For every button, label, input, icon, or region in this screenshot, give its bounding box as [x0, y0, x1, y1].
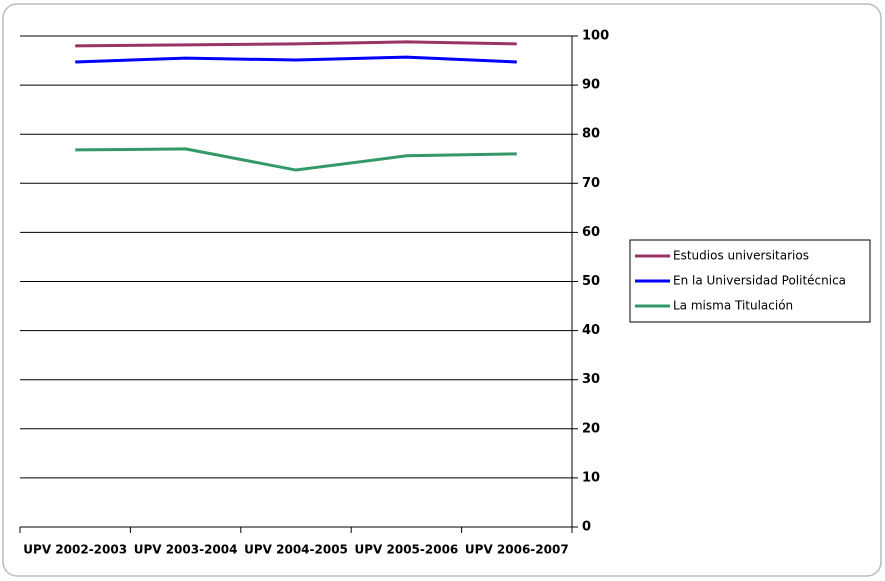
y-tick-label: 80: [582, 127, 600, 142]
x-tick-label: UPV 2002-2003: [23, 543, 127, 557]
series-line: [75, 55, 517, 64]
x-tick-label: UPV 2003-2004: [134, 543, 238, 557]
legend-label: Estudios universitarios: [673, 249, 809, 263]
x-tick-label: UPV 2004-2005: [244, 543, 348, 557]
y-tick-label: 40: [582, 323, 600, 338]
y-tick-label: 20: [582, 421, 600, 436]
legend-label: La misma Titulación: [673, 299, 793, 313]
y-tick-label: 60: [582, 225, 600, 240]
chart-frame: [2, 3, 882, 577]
y-tick-label: 90: [582, 78, 600, 93]
series-line: [75, 40, 517, 48]
y-tick-label: 10: [582, 470, 600, 485]
x-tick-label: UPV 2005-2006: [355, 543, 459, 557]
y-tick-label: 0: [582, 520, 591, 535]
x-tick-label: UPV 2006-2007: [465, 543, 569, 557]
y-tick-label: 30: [582, 372, 600, 387]
y-tick-label: 100: [582, 29, 609, 44]
legend-label: En la Universidad Politécnica: [673, 274, 846, 288]
y-tick-label: 70: [582, 176, 600, 191]
series-line: [75, 147, 517, 172]
y-tick-label: 50: [582, 274, 600, 289]
